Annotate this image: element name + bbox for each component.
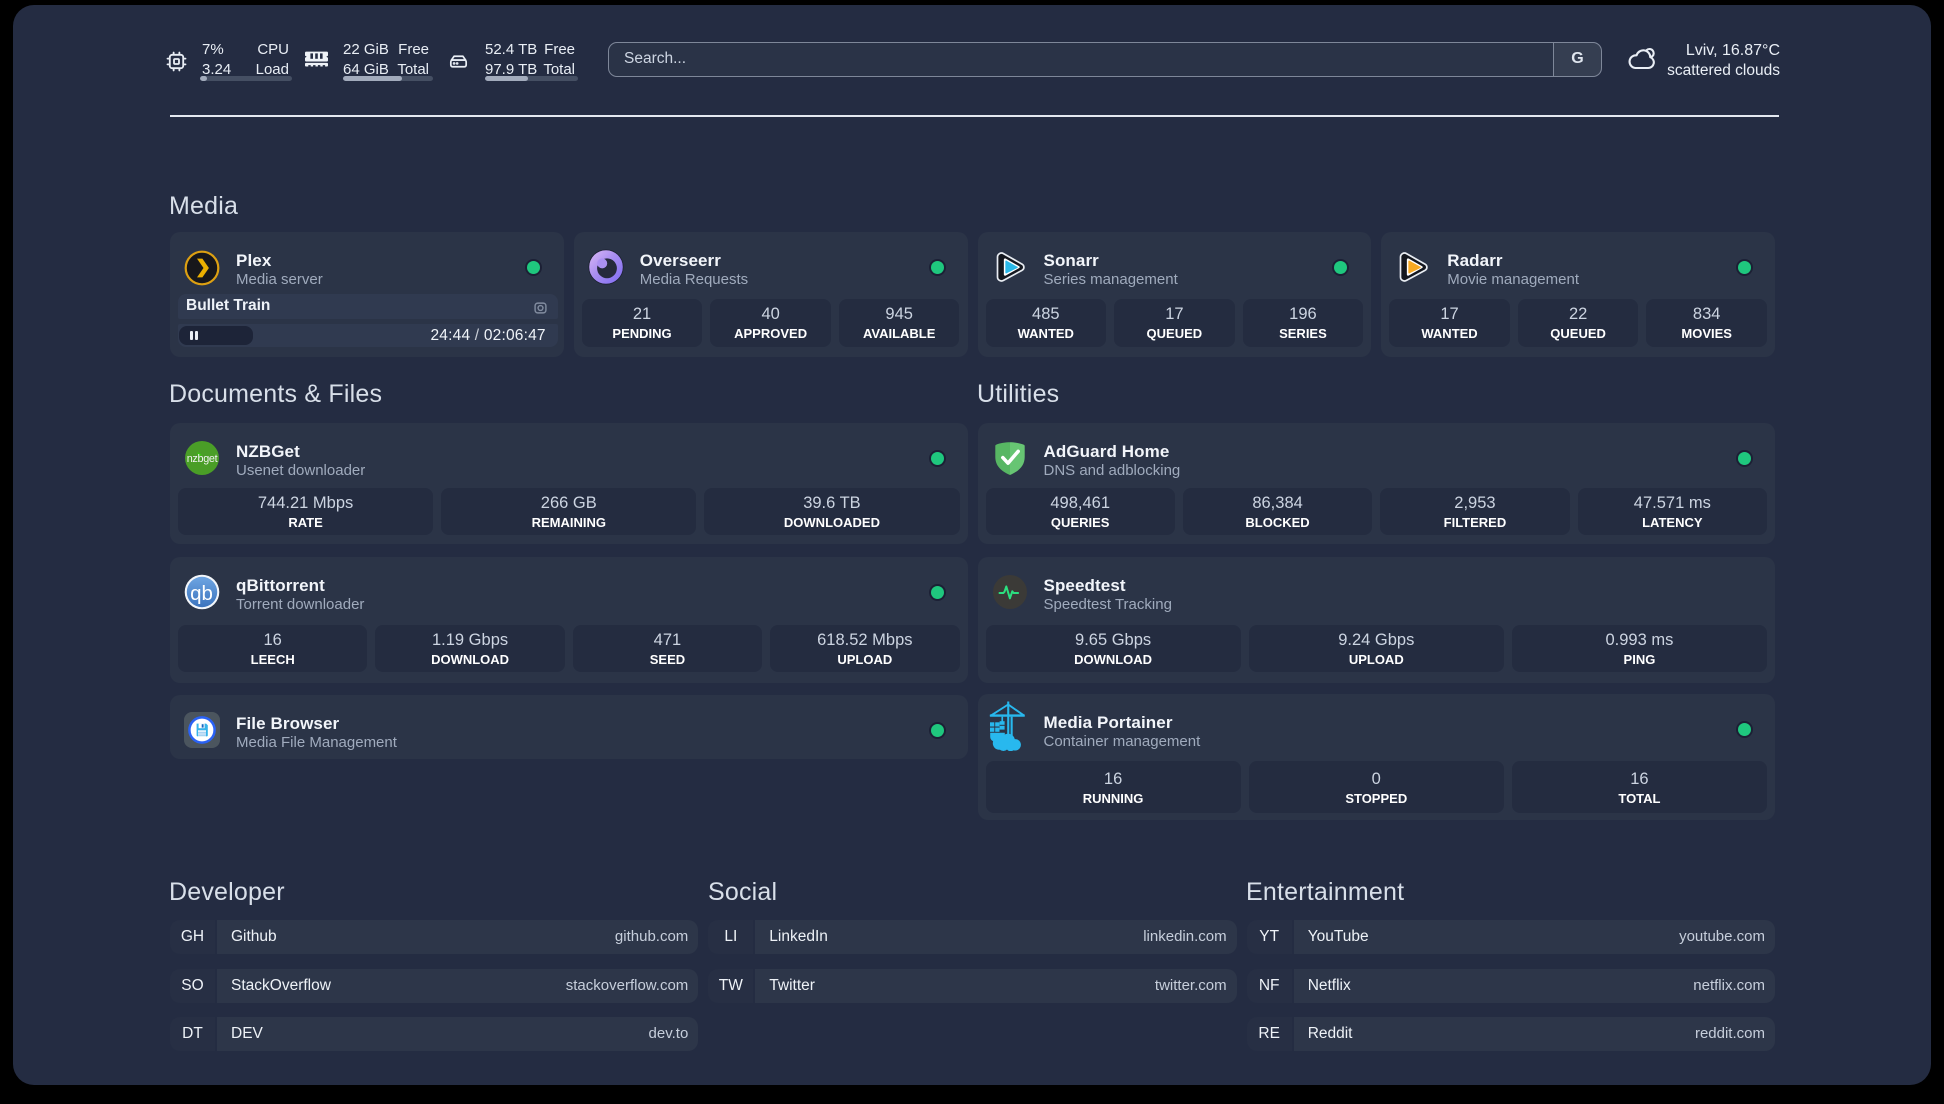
svg-text:qb: qb xyxy=(190,582,213,605)
svg-text:nzbget: nzbget xyxy=(187,453,218,465)
